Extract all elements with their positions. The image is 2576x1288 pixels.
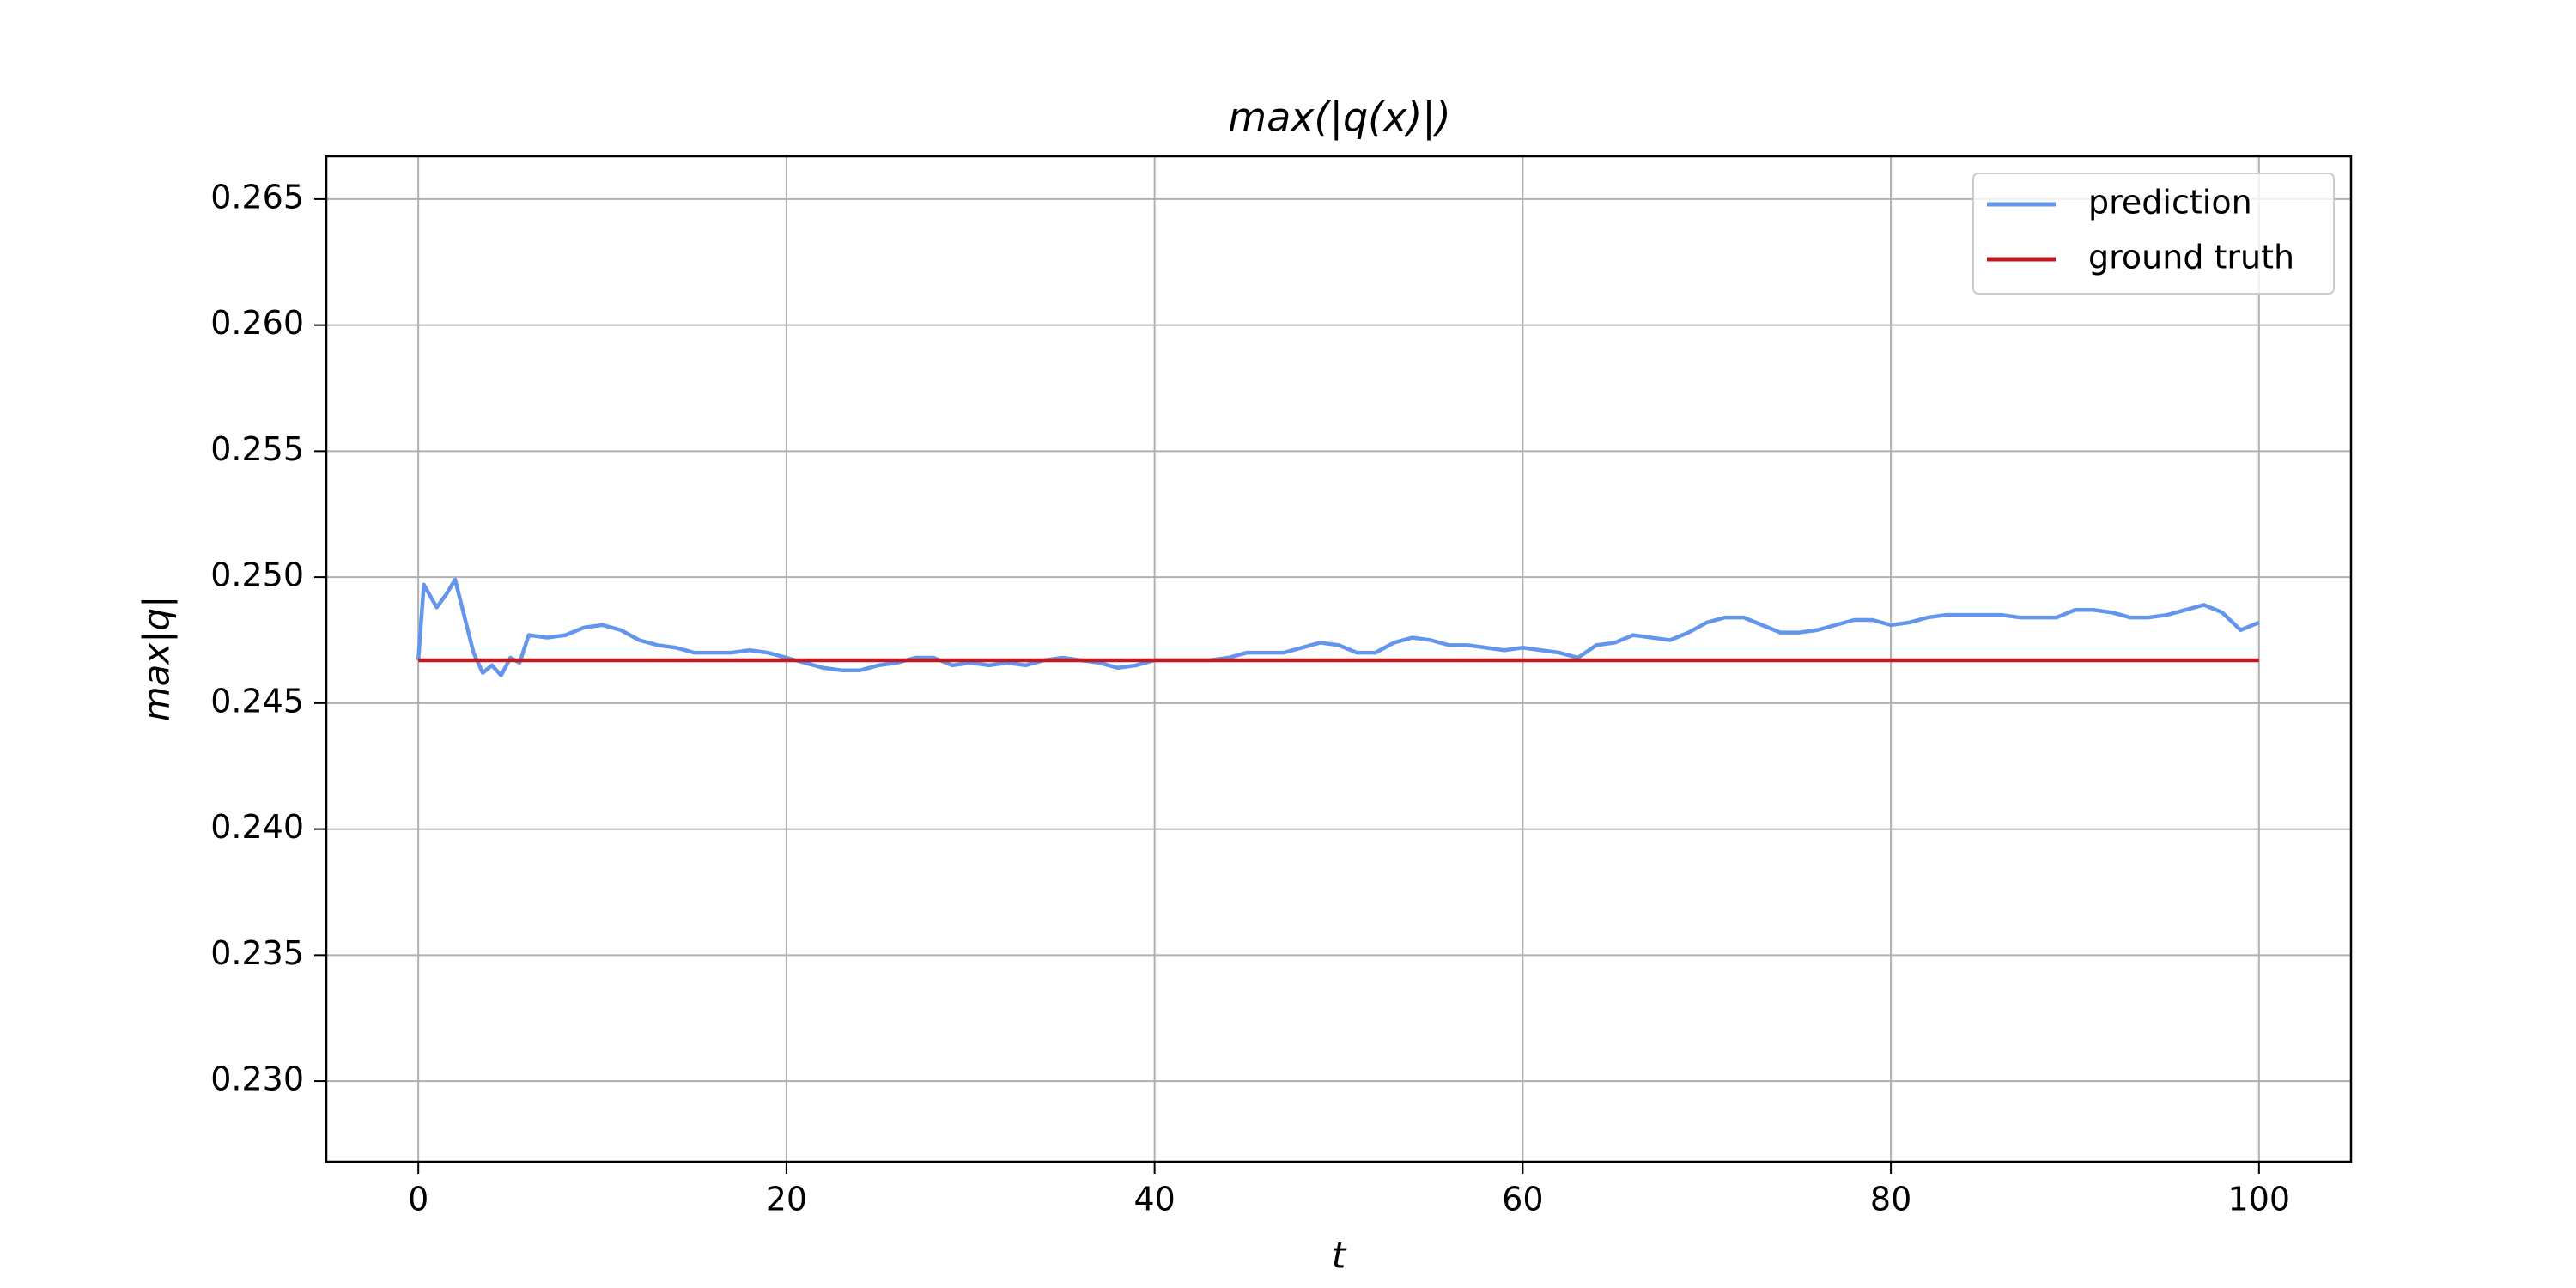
legend-label: prediction: [2088, 184, 2252, 222]
y-tick-label: 0.265: [210, 178, 304, 216]
y-tick-label: 0.235: [210, 934, 304, 972]
x-tick-label: 20: [766, 1181, 807, 1218]
legend: prediction ground truth: [1972, 173, 2335, 295]
plot-frame: [325, 155, 2353, 1163]
x-tick-label: 0: [408, 1181, 428, 1218]
y-tick-label: 0.240: [210, 808, 304, 846]
series-line: [416, 577, 2260, 677]
y-tick-label: 0.260: [210, 304, 304, 342]
x-axis-label: t: [1332, 1235, 1347, 1277]
y-axis-label: max|q|: [136, 596, 178, 721]
legend-label: ground truth: [2088, 239, 2294, 276]
y-tick-label: 0.255: [210, 430, 304, 468]
chart-title: max(|q(x)|): [1228, 94, 1450, 142]
legend-box: [1972, 173, 2335, 295]
x-tick-label: 80: [1870, 1181, 1911, 1218]
x-tick-label: 60: [1502, 1181, 1543, 1218]
x-tick-label: 100: [2228, 1181, 2291, 1218]
y-tick-label: 0.245: [210, 682, 304, 720]
x-tick-label: 40: [1133, 1181, 1175, 1218]
y-tick-label: 0.230: [210, 1060, 304, 1098]
y-tick-label: 0.250: [210, 556, 304, 594]
